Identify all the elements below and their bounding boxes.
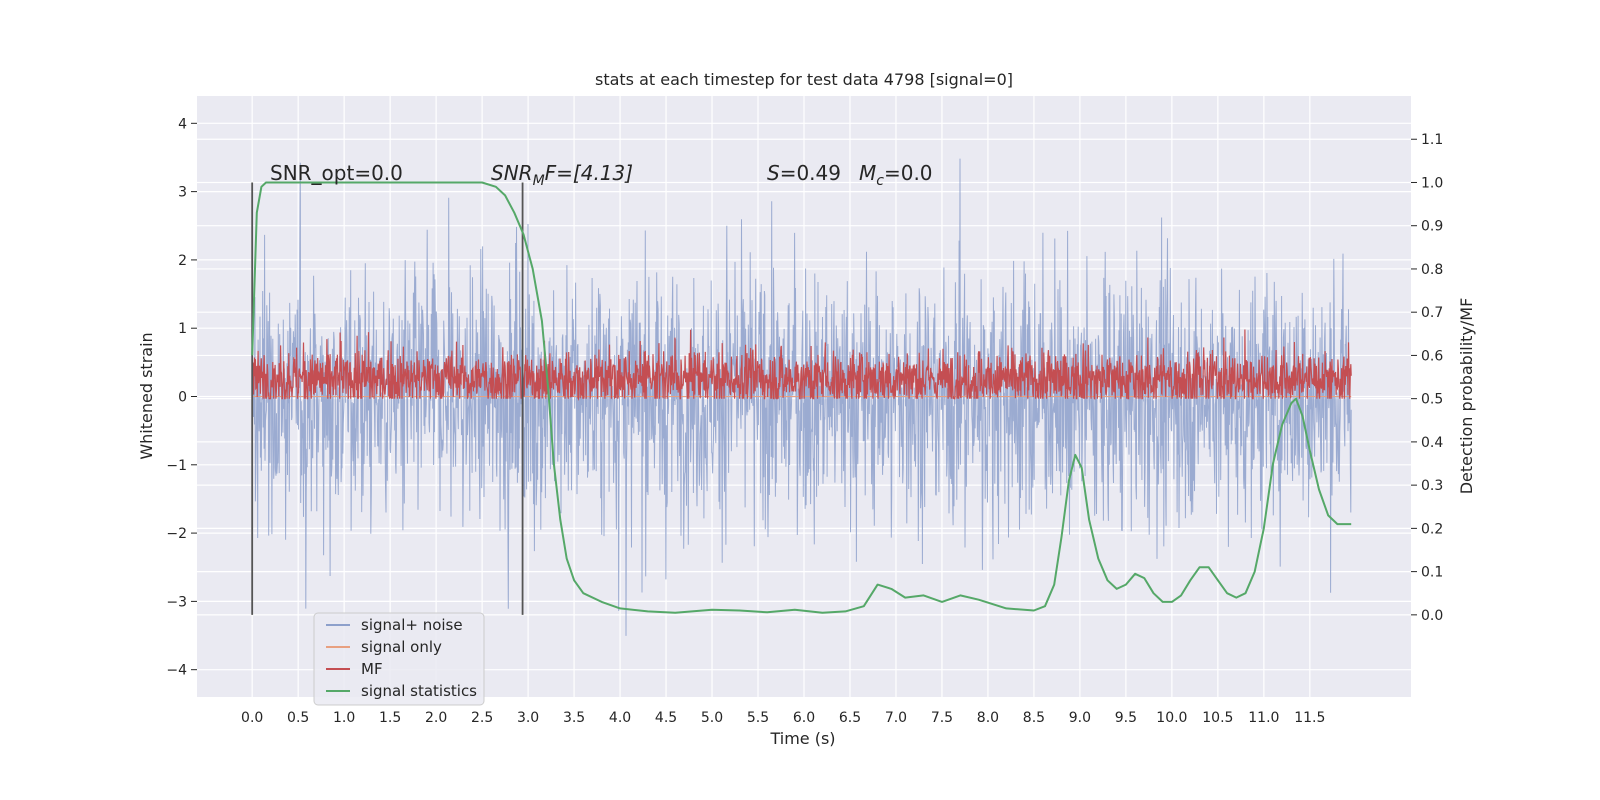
y-tick-label-right: 1.1 [1421, 132, 1443, 148]
annotation-s: S=0.49 [767, 161, 841, 185]
signal-statistics-line [251, 181, 1352, 614]
x-tick-label: 4.5 [655, 710, 677, 726]
y-tick-label-left: −3 [166, 594, 187, 610]
x-tick-label: 2.5 [471, 710, 493, 726]
x-tick-label: 6.0 [793, 710, 815, 726]
annotation-snr-mf-f: F=[4.13] [545, 161, 633, 185]
axis-ticks: 0.0 0.5 1.0 1.5 2.0 2.5 3.0 3.5 4.0 4.5 5.0 5.5 6.0 6… [166, 116, 1443, 726]
x-tick-label: 2.0 [425, 710, 447, 726]
y-tick-label-left: 0 [178, 390, 187, 406]
x-tick-label: 0.5 [287, 710, 309, 726]
x-tick-label: 1.5 [379, 710, 401, 726]
y-tick-label-right: 0.9 [1421, 219, 1443, 235]
x-tick-label: 10.0 [1156, 710, 1187, 726]
annotation-snr-mf-sub: M [533, 173, 545, 189]
annotation-mc-main: M [859, 161, 876, 185]
x-tick-label: 8.5 [1023, 710, 1045, 726]
annotation-snr-mf-main: SNR [491, 161, 533, 185]
legend-label-signal-only: signal only [361, 638, 442, 656]
annotation-snr-mf: SNRMF=[4.13] [491, 161, 633, 189]
annotation-s-main: S [767, 161, 780, 185]
y-tick-label-right: 1.0 [1421, 175, 1443, 191]
y-tick-label-left: −2 [166, 526, 187, 542]
y-tick-label-right: 0.6 [1421, 348, 1443, 364]
y-tick-label-right: 0.1 [1421, 565, 1443, 581]
legend-label-signal-noise: signal+ noise [361, 616, 463, 634]
annotation-s-value: =0.49 [780, 161, 841, 185]
y-tick-label-right: 0.4 [1421, 435, 1443, 451]
x-tick-label: 8.0 [977, 710, 999, 726]
signal-statistics-series [251, 181, 1352, 614]
x-tick-label: 9.0 [1069, 710, 1091, 726]
x-tick-label: 4.0 [609, 710, 631, 726]
annotation-snr-opt: SNR_opt=0.0 [270, 161, 403, 185]
mf-line [251, 329, 1352, 401]
x-tick-label: 5.5 [747, 710, 769, 726]
legend-label-mf: MF [361, 660, 383, 678]
x-tick-label: 5.0 [701, 710, 723, 726]
x-tick-label: 3.5 [563, 710, 585, 726]
x-tick-label: 7.0 [885, 710, 907, 726]
mf-series [251, 329, 1352, 401]
y-tick-label-left: 2 [178, 253, 187, 269]
y-tick-label-left: 4 [178, 116, 187, 132]
y-tick-label-right: 0.5 [1421, 392, 1443, 408]
x-tick-label: 6.5 [839, 710, 861, 726]
x-tick-label: 1.0 [333, 710, 355, 726]
y-tick-label-right: 0.7 [1421, 305, 1443, 321]
y-tick-label-left: 3 [178, 185, 187, 201]
legend-label-signal-statistics: signal statistics [361, 682, 477, 700]
vertical-markers [251, 182, 524, 615]
chart-title: stats at each timestep for test data 479… [595, 70, 1013, 89]
x-tick-label: 11.5 [1294, 710, 1325, 726]
x-tick-label: 7.5 [931, 710, 953, 726]
y-tick-label-right: 0.8 [1421, 262, 1443, 278]
y-tick-label-left: −1 [166, 458, 187, 474]
annotation-mc: Mc=0.0 [859, 161, 933, 189]
x-tick-label: 3.0 [517, 710, 539, 726]
y-tick-label-left: 1 [178, 321, 187, 337]
x-tick-label: 9.5 [1115, 710, 1137, 726]
legend: signal+ noise signal only MF signal stat… [313, 612, 485, 706]
x-axis-label: Time (s) [769, 729, 835, 748]
x-tick-label: 11.0 [1248, 710, 1279, 726]
y-tick-label-left: −4 [166, 663, 187, 679]
x-tick-label: 10.5 [1202, 710, 1233, 726]
y-axis-label-left: Whitened strain [137, 332, 156, 459]
y-tick-label-right: 0.3 [1421, 478, 1443, 494]
annotation-mc-value: =0.0 [884, 161, 933, 185]
x-tick-label: 0.0 [241, 710, 263, 726]
legend-box [313, 612, 485, 706]
y-tick-label-right: 0.0 [1421, 608, 1443, 624]
annotation-mc-sub: c [876, 173, 884, 189]
y-axis-label-right: Detection probability/MF [1457, 298, 1476, 495]
y-tick-label-right: 0.2 [1421, 521, 1443, 537]
